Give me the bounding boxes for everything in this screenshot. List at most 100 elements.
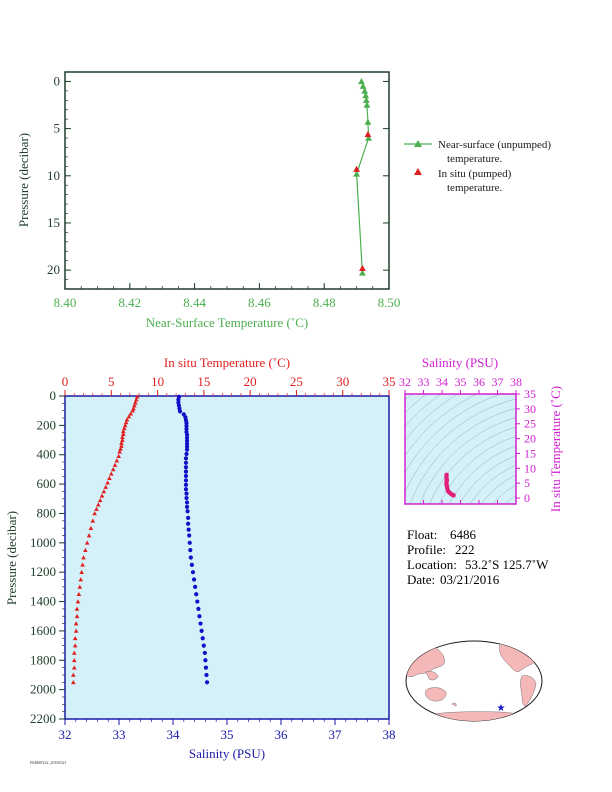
- temperature-profile-point: [133, 397, 139, 402]
- temperature-profile-point: [99, 493, 105, 498]
- temperature-profile-point: [75, 599, 81, 604]
- salinity-profile-point: [194, 592, 199, 597]
- temperature-profile-point: [71, 679, 76, 685]
- temperature-axis: 0 5 10 15 20 25 30 35: [62, 374, 396, 396]
- ts-temperature-tick-label: 30: [524, 402, 536, 416]
- top-x-tick-label: 8.48: [313, 295, 336, 310]
- temperature-profile-point: [126, 414, 132, 419]
- salinity-profile-point: [187, 540, 192, 545]
- salinity-profile-point: [186, 521, 191, 526]
- pressure-tick-label: 1000: [30, 535, 56, 550]
- ts-salinity-tick-label: 37: [492, 375, 504, 389]
- salinity-profile-point: [184, 432, 190, 438]
- pressure-tick-label: 1800: [30, 652, 56, 667]
- temperature-profile-point: [76, 591, 82, 597]
- salinity-axis: 32 33 34 35 36 37 38: [59, 719, 396, 742]
- salinity-profile-point: [184, 495, 189, 501]
- footer-code: F6486P222_20160321: [30, 760, 66, 765]
- unpumped-temperature-point: [359, 82, 367, 89]
- ts-temperature-tick-label: 25: [524, 417, 536, 431]
- temperature-tick-label: 5: [108, 374, 115, 389]
- salinity-profile-point: [184, 421, 189, 426]
- temperature-profile-point: [71, 665, 77, 670]
- temperature-profile-point: [121, 431, 126, 437]
- profile-plot-frame: [64, 395, 390, 720]
- location-label: Location:: [407, 557, 457, 572]
- temperature-profile-point: [108, 471, 114, 476]
- salinity-profile-point: [183, 482, 189, 487]
- salinity-profile-point: [184, 438, 190, 443]
- unpumped-temperature-point: [359, 269, 366, 276]
- temperature-profile-point: [128, 411, 134, 416]
- salinity-profile-point: [184, 447, 190, 452]
- temperature-profile-point: [105, 480, 110, 485]
- float-info: Float: 6486 Profile: 222 Location: 53.2˚…: [407, 527, 549, 587]
- salinity-profile-point: [184, 444, 190, 449]
- ts-series: [444, 472, 456, 498]
- temperature-profile-point: [83, 547, 88, 552]
- temperature-profile-point: [134, 394, 140, 399]
- temperature-profile-point: [97, 497, 103, 503]
- legend-unpumped-label-2: temperature.: [447, 153, 503, 165]
- location-value: 53.2˚S 125.7˚W: [465, 557, 549, 572]
- temperature-profile-point: [110, 467, 116, 472]
- temperature-profile-point: [120, 434, 125, 439]
- ts-salinity-tick-label: 32: [399, 375, 411, 389]
- salinity-profile-point: [204, 680, 210, 685]
- pressure-axis-label: Pressure (decibar): [4, 511, 19, 605]
- salinity-profile-point: [184, 423, 189, 429]
- unpumped-temperature-point: [365, 134, 372, 141]
- unpumped-temperature-point: [358, 78, 365, 85]
- temperature-tick-label: 10: [151, 374, 164, 389]
- top-x-tick-label: 8.42: [118, 295, 141, 310]
- temperature-profile-point: [73, 628, 79, 633]
- temperature-profile-point: [112, 462, 118, 467]
- ts-temperature-tick-label: 15: [524, 446, 536, 460]
- salinity-profile-point: [199, 628, 204, 634]
- date-value: 03/21/2016: [440, 572, 500, 587]
- top-y-axis: 0 5 10 15 20: [47, 73, 389, 280]
- ts-temperature-tick-label: 0: [524, 491, 530, 505]
- top-y-tick-label: 0: [54, 73, 61, 88]
- temperature-profile-point: [119, 440, 124, 445]
- unpumped-temperature-point: [361, 87, 369, 94]
- temperature-profile-point: [92, 511, 97, 516]
- australia-landmass: [425, 687, 447, 702]
- ts-temperature-tick-label: 10: [524, 461, 536, 475]
- temperature-profile-point: [90, 518, 96, 523]
- temperature-tick-label: 20: [244, 374, 257, 389]
- salinity-tick-label: 38: [383, 727, 396, 742]
- temperature-profile-point: [77, 584, 83, 589]
- temperature-profile-point: [124, 417, 130, 422]
- temperature-profile-point: [80, 562, 85, 567]
- legend-pumped-marker: [414, 168, 422, 175]
- temperature-profile-point: [123, 420, 129, 425]
- salinity-profile-point: [184, 504, 190, 509]
- salinity-profile-point: [187, 533, 192, 538]
- pressure-axis: 0 200 400 600 800 1000 1200 1400 1600 1800 2000 220…: [30, 388, 65, 726]
- pressure-tick-label: 0: [50, 388, 57, 403]
- temperature-profile-point: [74, 613, 80, 619]
- unpumped-temperature-point: [363, 101, 371, 108]
- temperature-profile-point: [103, 484, 109, 489]
- pumped-temperature-point: [364, 130, 372, 137]
- ts-salinity-tick-label: 34: [436, 375, 448, 389]
- temperature-profile-point: [81, 555, 86, 560]
- unpumped-temperature-point: [362, 92, 370, 99]
- temperature-profile-point: [79, 569, 84, 575]
- temperature-tick-label: 15: [197, 374, 210, 389]
- temperature-profile-point: [133, 400, 138, 405]
- southeast-asia-landmass: [425, 671, 439, 681]
- top-x-tick-label: 8.44: [183, 295, 206, 310]
- salinity-profile-point: [190, 570, 196, 575]
- top-x-axis: 8.40 8.42 8.44 8.46 8.48 8.50: [54, 283, 400, 310]
- temperature-profile-point: [121, 428, 126, 434]
- ts-temperature-tick-label: 35: [524, 387, 536, 401]
- temperature-tick-label: 35: [383, 374, 396, 389]
- pumped-temperature-point: [359, 264, 366, 271]
- top-plot-frame: [64, 71, 390, 290]
- salinity-profile-point: [203, 665, 209, 670]
- salinity-profile-point: [202, 650, 207, 656]
- top-x-tick-label: 8.46: [248, 295, 271, 310]
